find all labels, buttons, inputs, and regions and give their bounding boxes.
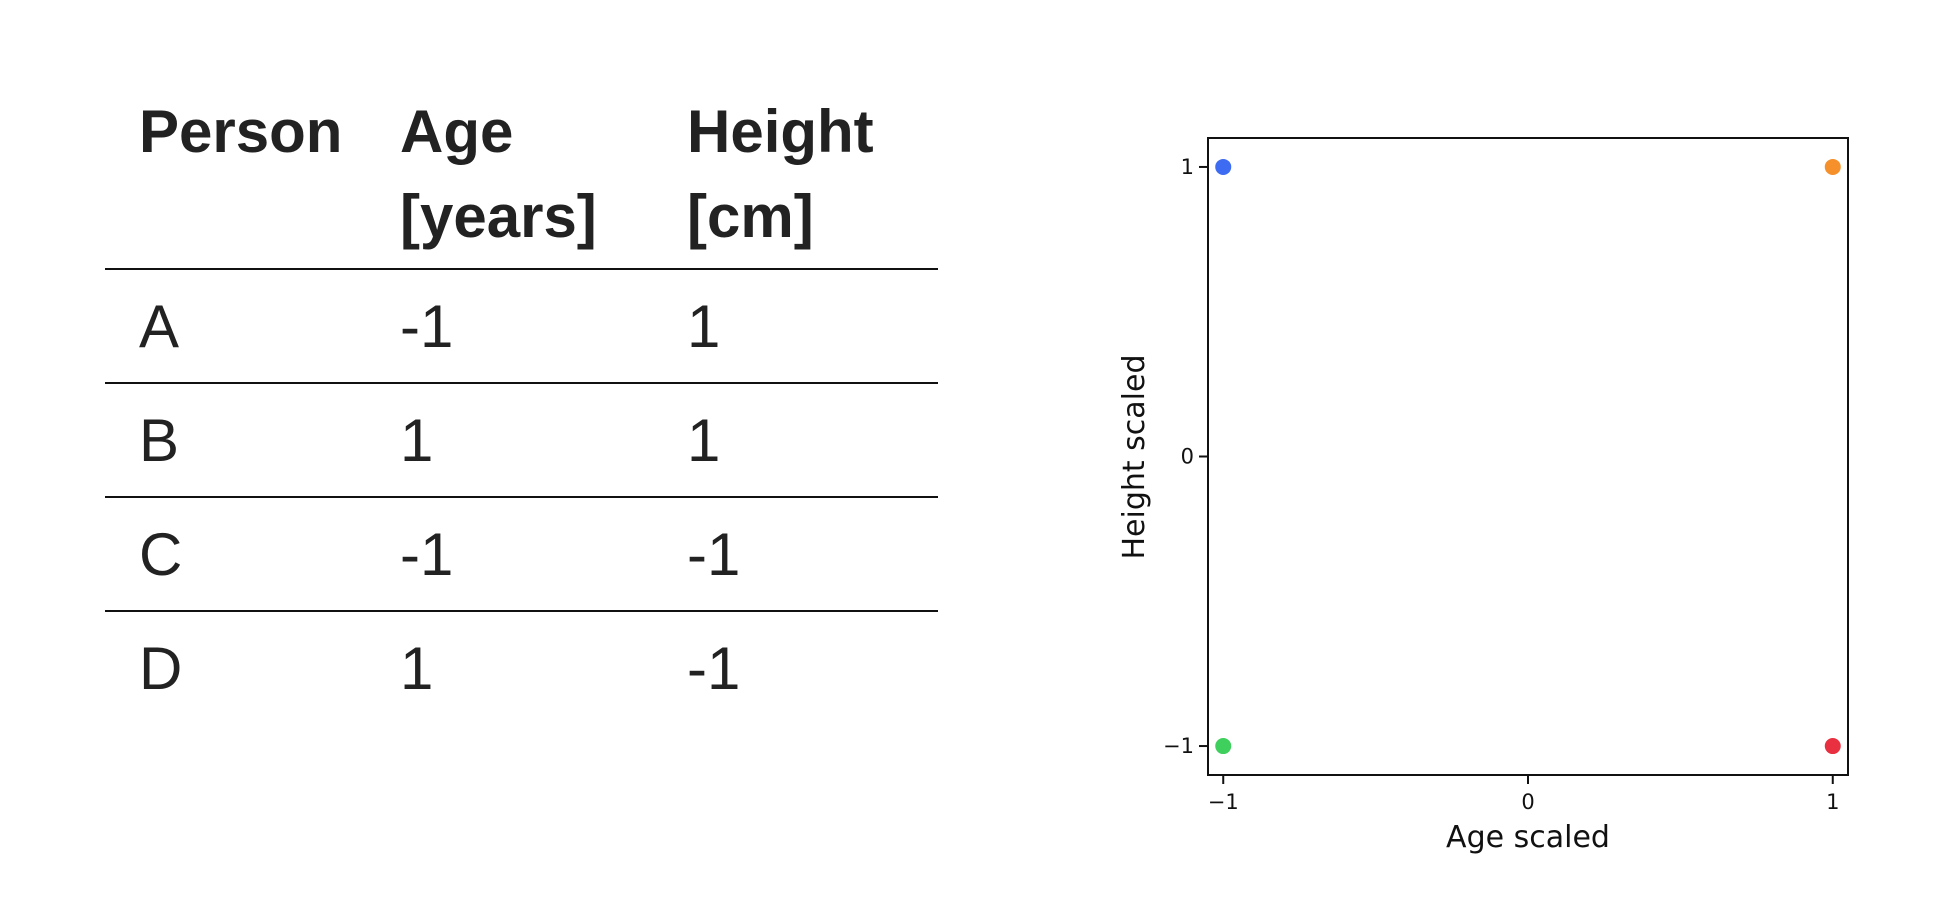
y-tick-label: 1	[1181, 155, 1194, 179]
cell-height: 1	[653, 269, 938, 384]
header-height: Height [cm]	[653, 80, 938, 270]
header-person: Person	[105, 80, 366, 270]
scatter-point	[1215, 738, 1232, 755]
table-row: A -1 1	[105, 269, 938, 384]
table-row: C -1 -1	[105, 497, 938, 612]
cell-age: -1	[366, 269, 653, 384]
x-tick-label: −1	[1208, 790, 1239, 814]
cell-person: D	[139, 635, 183, 702]
cell-person: B	[105, 383, 366, 498]
y-axis-ticks: −1 0 1	[1163, 155, 1208, 758]
scatter-point	[1824, 158, 1841, 175]
x-axis-label: Age scaled	[1446, 820, 1610, 855]
cell-age: 1	[400, 635, 434, 702]
data-table: Person Age [years] Height [cm] A -1 1 B …	[105, 80, 938, 725]
cell-age: 1	[366, 383, 653, 498]
header-age-line-2: [years]	[400, 183, 597, 250]
header-height-line-1: Height	[687, 98, 874, 165]
y-tick-label: 0	[1181, 445, 1194, 469]
scatter-point	[1824, 738, 1841, 755]
x-axis-ticks: −1 0 1	[1208, 775, 1839, 814]
header-height-line-2: [cm]	[687, 183, 814, 250]
cell-age: -1	[366, 497, 653, 612]
cell-person: C	[105, 497, 366, 612]
y-axis-label: Height scaled	[1117, 354, 1152, 559]
plot-frame	[1207, 137, 1849, 776]
header-age: Age [years]	[366, 80, 653, 270]
x-tick-label: 0	[1521, 790, 1534, 814]
header-age-line-1: Age	[400, 98, 514, 165]
cell-height: -1	[687, 635, 741, 702]
scatter-point	[1215, 158, 1232, 175]
cell-height: 1	[653, 383, 938, 498]
table-header-row: Person Age [years] Height [cm]	[105, 80, 938, 270]
y-tick-label: −1	[1163, 734, 1194, 758]
cell-person: A	[105, 269, 366, 384]
table-row: D 1 -1	[105, 611, 938, 725]
header-person-line-1: Person	[139, 98, 343, 165]
table-row: B 1 1	[105, 383, 938, 498]
cell-height: -1	[653, 497, 938, 612]
data-points	[1215, 158, 1841, 755]
x-tick-label: 1	[1826, 790, 1839, 814]
